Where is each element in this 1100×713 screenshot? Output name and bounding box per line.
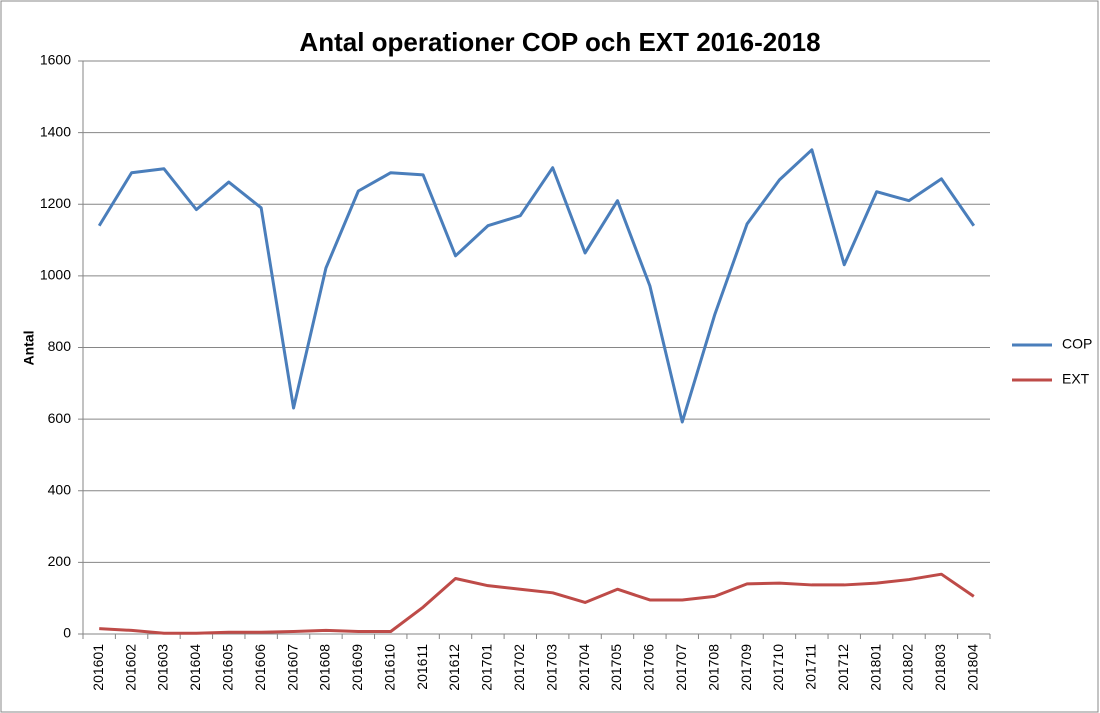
- x-tick-label: 201611: [414, 644, 430, 690]
- x-tick-label: 201704: [576, 644, 592, 691]
- y-tick-label: 200: [48, 553, 72, 569]
- line: [99, 572, 975, 635]
- x-tick-label: 201705: [608, 644, 624, 691]
- y-tick-label: 1200: [40, 195, 71, 211]
- x-tick-label: 201607: [284, 644, 300, 691]
- x-tick-label: 201708: [705, 644, 721, 691]
- x-tick-label: 201603: [155, 644, 171, 691]
- x-tick-label: 201601: [90, 644, 106, 691]
- x-tick-label: 201709: [738, 644, 754, 691]
- y-tick-label: 1600: [40, 52, 71, 68]
- x-tick-label: 201711: [803, 644, 819, 690]
- y-tick-label: 1000: [40, 267, 71, 283]
- x-tick-label: 201803: [932, 644, 948, 691]
- x-tick-label: 201610: [381, 644, 397, 691]
- x-tick-label: 201801: [867, 644, 883, 691]
- y-tick-label: 1400: [40, 123, 71, 139]
- x-tick-label: 201612: [446, 644, 462, 691]
- x-tick-label: 201608: [317, 644, 333, 691]
- x-tick-label: 201701: [479, 644, 495, 691]
- chart-title: Antal operationer COP och EXT 2016-2018: [299, 27, 820, 57]
- legend-label: EXT: [1062, 371, 1090, 387]
- x-tick-label: 201712: [835, 644, 851, 691]
- x-tick-label: 201804: [965, 644, 981, 691]
- y-tick-label: 600: [48, 410, 72, 426]
- y-tick-label: 800: [48, 338, 72, 354]
- x-tick-label: 201703: [543, 644, 559, 691]
- y-tick-label: 0: [63, 625, 71, 641]
- x-tick-label: 201609: [349, 644, 365, 691]
- legend-label: COP: [1062, 336, 1092, 352]
- line: [97, 148, 976, 424]
- x-tick-label: 201606: [252, 644, 268, 691]
- x-tick-label: 201706: [641, 644, 657, 691]
- y-tick-label: 400: [48, 481, 72, 497]
- x-tick-label: 201605: [219, 644, 235, 691]
- x-tick-label: 201602: [122, 644, 138, 691]
- x-tick-label: 201710: [770, 644, 786, 691]
- y-axis-label: Antal: [21, 331, 37, 366]
- x-tick-label: 201604: [187, 644, 203, 691]
- x-tick-label: 201707: [673, 644, 689, 691]
- x-tick-label: 201702: [511, 644, 527, 691]
- x-tick-label: 201802: [900, 644, 916, 691]
